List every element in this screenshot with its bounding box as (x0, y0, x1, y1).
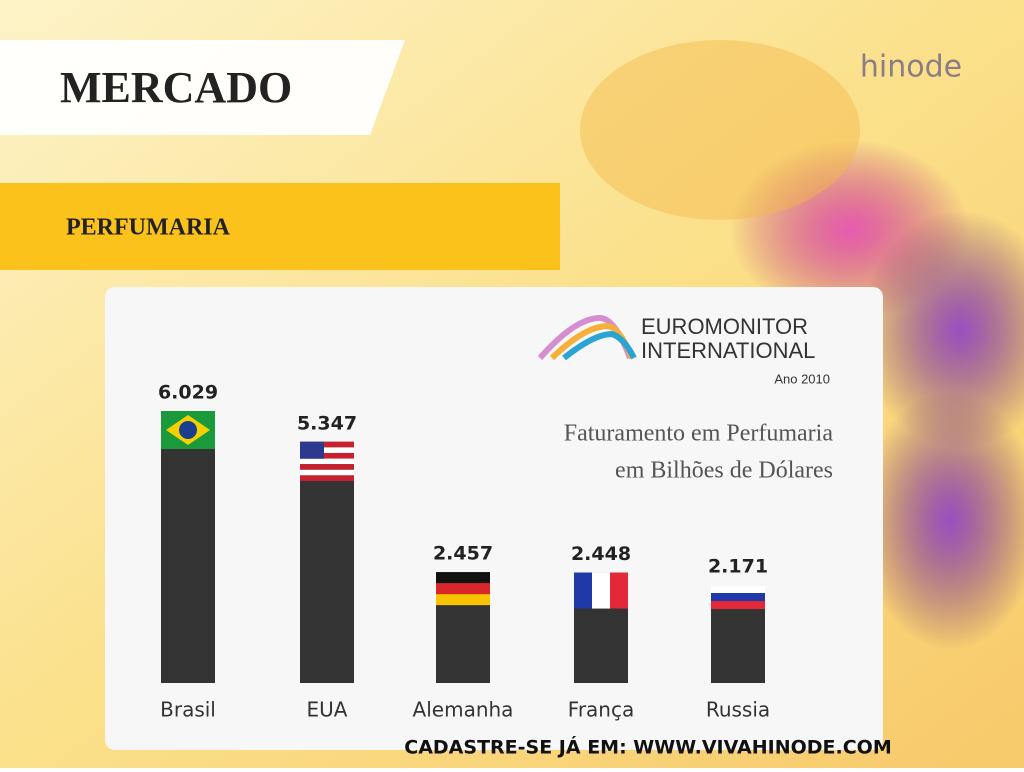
value-label: 6.029 (158, 382, 218, 404)
flag (179, 421, 197, 439)
flag (711, 585, 765, 594)
slide-subtitle: PERFUMARIA (66, 215, 231, 241)
flag (300, 475, 354, 481)
flag (436, 583, 490, 595)
chart-title: Faturamento em Perfumaria (564, 421, 834, 447)
chart-title: em Bilhões de Dólares (615, 458, 833, 484)
flag (592, 572, 610, 609)
flag (300, 452, 354, 459)
decor (860, 210, 1024, 450)
x-tick-label: EUA (307, 698, 348, 722)
footer: CADASTRE-SE JÁ EM: WWW.VIVAHINODE.COM (404, 736, 891, 759)
brand: hinode (860, 50, 962, 85)
value-label: 2.448 (571, 543, 631, 565)
flag (300, 441, 324, 459)
source: EUROMONITOR (641, 314, 808, 339)
flag (300, 469, 354, 476)
bar (161, 411, 215, 683)
flag (711, 593, 765, 602)
logo (537, 314, 637, 361)
value-label: 5.347 (297, 412, 357, 434)
x-tick-label: Russia (706, 698, 770, 722)
flag (436, 572, 490, 584)
flag (436, 594, 490, 606)
title-band (0, 40, 405, 135)
chart-panel (105, 287, 883, 750)
flag (711, 601, 765, 610)
slide-title: MERCADO (60, 63, 292, 112)
source: INTERNATIONAL (641, 338, 815, 363)
decor (580, 40, 860, 220)
flag (300, 447, 354, 453)
x-tick-label: França (568, 698, 634, 722)
decor (860, 390, 1024, 650)
flag (300, 464, 354, 470)
value-label: 2.457 (433, 543, 493, 565)
flag (610, 572, 628, 609)
bars: 6.029 Brasil 5.347 EUA 2.457 Alemanha 2.448 Fra… (158, 382, 770, 722)
subtitle-band (0, 183, 560, 270)
flag (300, 441, 354, 448)
x-tick-label: Brasil (160, 698, 216, 722)
bar (300, 441, 354, 683)
source-year: Ano 2010 (774, 371, 830, 386)
flag (300, 458, 354, 465)
x-tick-label: Alemanha (413, 698, 514, 722)
value-label: 2.171 (708, 556, 768, 578)
flag (574, 572, 592, 609)
